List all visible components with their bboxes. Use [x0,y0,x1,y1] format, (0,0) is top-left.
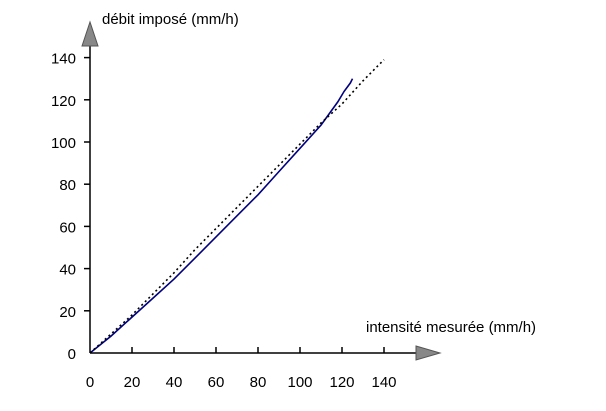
x-axis-arrow-icon [415,345,442,361]
series-line-dotted [89,59,385,354]
x-tick-label: 140 [371,374,396,391]
y-tick-label: 80 [59,177,76,194]
x-tick-label: 80 [250,374,267,391]
y-ticks: 0 20 40 60 80 100 120 140 [51,51,90,363]
y-tick-label: 140 [51,51,76,68]
x-tick-label: 40 [166,374,183,391]
x-tick-label: 20 [124,374,141,391]
series-line-solid [89,78,354,354]
x-tick-label: 100 [287,374,312,391]
x-axis-title: intensité mesurée (mm/h) [366,319,536,336]
y-axis-title: débit imposé (mm/h) [102,11,239,28]
y-tick-label: 20 [59,304,76,321]
y-axis-arrow-icon [81,20,99,47]
y-tick-label: 0 [68,346,76,363]
x-tick-label: 120 [329,374,354,391]
x-tick-label: 60 [208,374,225,391]
y-tick-label: 100 [51,135,76,152]
y-tick-label: 120 [51,93,76,110]
axes [81,20,442,361]
series-layer [89,59,385,354]
y-tick-label: 60 [59,219,76,236]
y-tick-label: 40 [59,262,76,279]
x-ticks: 0 20 40 60 80 100 120 140 [86,347,397,391]
x-tick-label: 0 [86,374,94,391]
